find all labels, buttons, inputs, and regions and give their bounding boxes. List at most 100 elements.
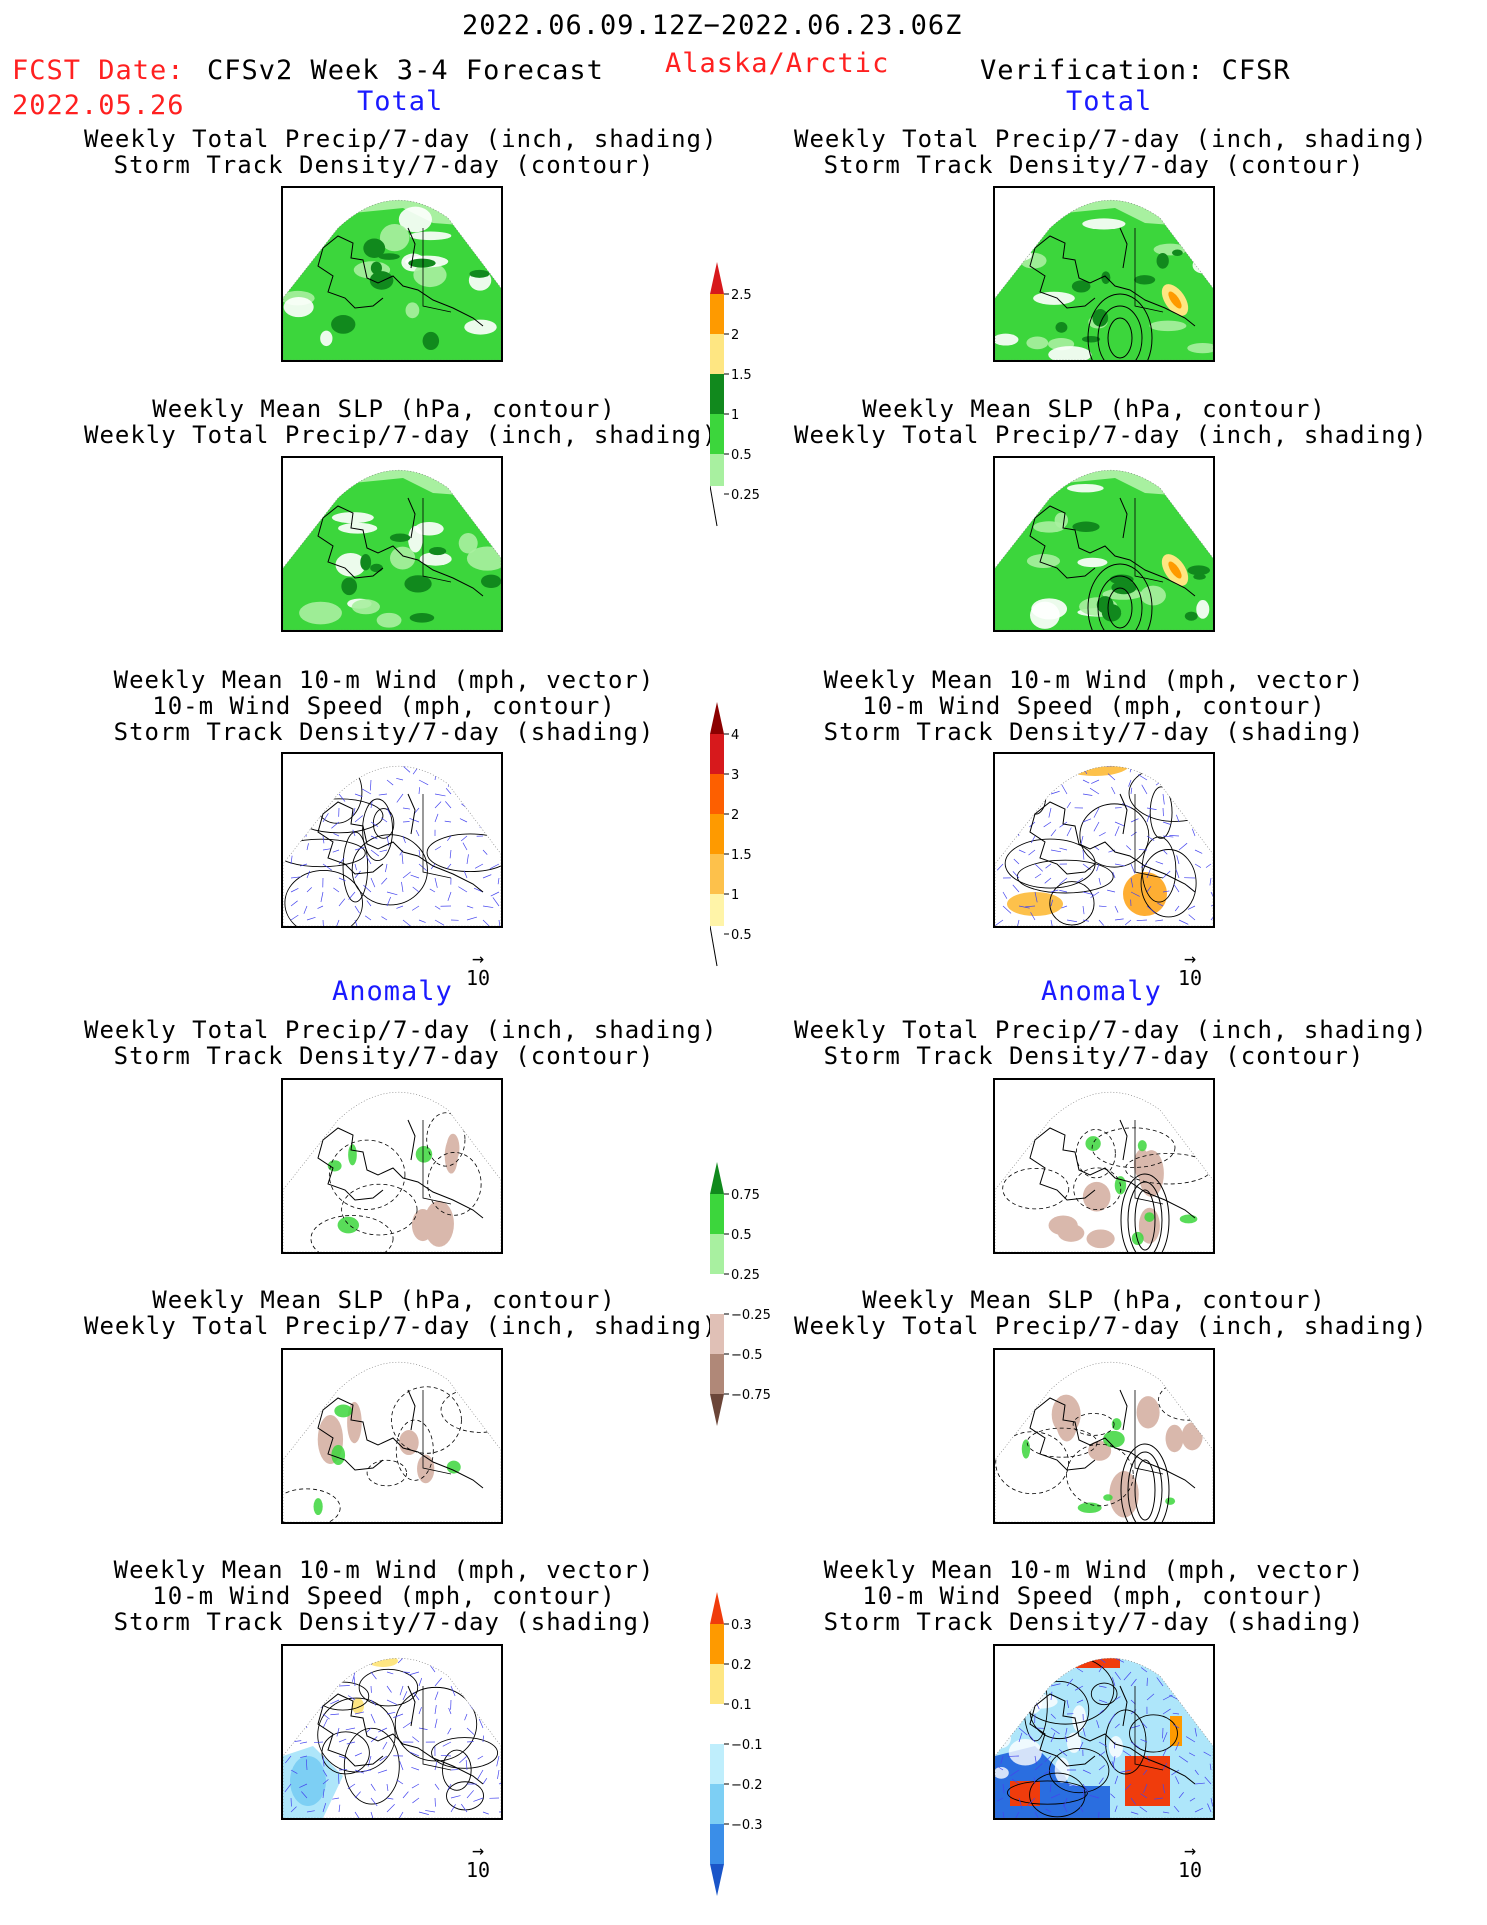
precip-patch bbox=[1055, 322, 1068, 333]
contour-line bbox=[1029, 1772, 1086, 1818]
storm-anomaly-shading bbox=[1108, 1736, 1123, 1758]
title-anom-wind-storm-left: Weekly Mean 10-m Wind (mph, vector) 10-m … bbox=[84, 1557, 684, 1635]
wind-vector bbox=[412, 886, 420, 893]
wind-vector bbox=[1066, 919, 1078, 923]
map-total-wind-forecast bbox=[281, 752, 503, 928]
right-total-label: Total bbox=[1066, 86, 1153, 117]
wind-vector bbox=[1018, 905, 1030, 909]
contour-line bbox=[358, 1668, 419, 1707]
wind-vector bbox=[322, 1718, 328, 1729]
wind-vector bbox=[450, 1662, 457, 1673]
wind-vector bbox=[1140, 1739, 1148, 1743]
wind-vector bbox=[1162, 849, 1168, 855]
wind-vector bbox=[1082, 1769, 1091, 1774]
precip-patch bbox=[1077, 557, 1108, 568]
storm-shading bbox=[1007, 892, 1063, 916]
coastline bbox=[1029, 793, 1196, 893]
precip-patch bbox=[464, 319, 497, 335]
wind-vector bbox=[283, 1671, 292, 1674]
border-line bbox=[1134, 1686, 1164, 1771]
title-line: Weekly Total Precip/7-day (inch, shading… bbox=[794, 1016, 1428, 1044]
precip-patch bbox=[404, 575, 432, 593]
precip-patch bbox=[1149, 320, 1187, 332]
precip-patch bbox=[300, 214, 318, 233]
left-total-label: Total bbox=[357, 86, 444, 117]
colorbar-segment bbox=[710, 294, 724, 334]
anomaly-patch bbox=[1077, 1502, 1102, 1514]
wind-vector bbox=[338, 1685, 350, 1687]
wind-vector bbox=[445, 788, 452, 795]
wind-vector bbox=[1098, 1764, 1105, 1771]
coastline bbox=[317, 497, 484, 597]
wind-vector bbox=[435, 758, 437, 766]
wind-vector bbox=[1050, 1727, 1060, 1735]
wind-vector bbox=[1142, 1722, 1148, 1729]
anomaly-patch bbox=[1021, 1439, 1031, 1459]
wind-vector bbox=[322, 813, 329, 823]
contour-line bbox=[446, 1781, 485, 1811]
wind-vector bbox=[459, 818, 468, 823]
contour-line bbox=[1090, 1682, 1118, 1706]
colorbar-tick-label: −0.75 bbox=[731, 1388, 771, 1403]
contour-line bbox=[1127, 1181, 1163, 1252]
wind-vector bbox=[402, 871, 411, 879]
border-line bbox=[1134, 794, 1164, 879]
contour-line bbox=[1129, 1714, 1178, 1753]
wind-vector bbox=[1050, 919, 1053, 926]
map-frame bbox=[995, 1657, 1213, 1818]
wind-vector bbox=[396, 905, 404, 909]
precip-patch bbox=[1184, 611, 1198, 621]
wind-vector bbox=[995, 919, 1004, 926]
anomaly-patch bbox=[424, 1200, 454, 1247]
vector-arrow-icon: → bbox=[1183, 1838, 1197, 1862]
anomaly-patch bbox=[1086, 1229, 1115, 1249]
wind-vector bbox=[317, 905, 324, 909]
contour-line bbox=[351, 834, 428, 906]
wind-vector bbox=[332, 766, 340, 775]
wind-vector bbox=[396, 777, 404, 781]
wind-vector bbox=[322, 919, 324, 926]
wind-vector bbox=[1194, 821, 1200, 829]
precip-patch bbox=[390, 546, 416, 570]
border-line bbox=[422, 1390, 452, 1475]
wind-vector bbox=[1124, 1783, 1132, 1791]
wind-vector bbox=[283, 1658, 292, 1662]
contour-line bbox=[442, 1749, 472, 1791]
wind-vector bbox=[1114, 1671, 1121, 1680]
wind-vector bbox=[1210, 825, 1213, 837]
wind-vector bbox=[381, 916, 388, 921]
contour-line bbox=[1140, 849, 1197, 918]
wind-vector bbox=[1034, 1755, 1037, 1765]
precip-patch bbox=[469, 269, 490, 278]
wind-vector bbox=[434, 905, 441, 910]
precip-patch bbox=[1072, 521, 1100, 533]
anomaly-patch bbox=[327, 1160, 342, 1172]
precip-patch bbox=[428, 547, 447, 556]
title-line: 10-m Wind Speed (mph, contour) bbox=[152, 692, 616, 720]
contour-line bbox=[1134, 1189, 1156, 1251]
precip-patch bbox=[1193, 573, 1206, 580]
wind-vector bbox=[1082, 1783, 1089, 1793]
contour-line bbox=[995, 1431, 1070, 1495]
wind-vector bbox=[399, 1685, 404, 1696]
wind-vector bbox=[1032, 1651, 1035, 1658]
wind-vector bbox=[1089, 787, 1100, 795]
vector-scale-total-left: → 10 bbox=[448, 948, 508, 988]
wind-vector bbox=[1050, 1732, 1056, 1743]
wind-vector bbox=[306, 1658, 316, 1665]
precip-patch bbox=[409, 231, 452, 241]
wind-vector bbox=[1110, 1793, 1116, 1799]
wind-vector bbox=[1001, 1671, 1004, 1683]
precip-patch bbox=[1015, 488, 1036, 499]
wind-vector bbox=[338, 1755, 347, 1759]
colorbar-bottom-arrow bbox=[710, 1864, 724, 1896]
wind-vector bbox=[1176, 855, 1180, 865]
precip-patch bbox=[1081, 335, 1101, 343]
wind-vector bbox=[1061, 784, 1068, 795]
contour-line bbox=[1087, 563, 1153, 630]
wind-vector bbox=[997, 1766, 1004, 1771]
precip-patch bbox=[299, 601, 342, 625]
wind-vector bbox=[386, 1797, 394, 1800]
precip-patch bbox=[1187, 565, 1211, 576]
wind-vector bbox=[1162, 1708, 1171, 1715]
